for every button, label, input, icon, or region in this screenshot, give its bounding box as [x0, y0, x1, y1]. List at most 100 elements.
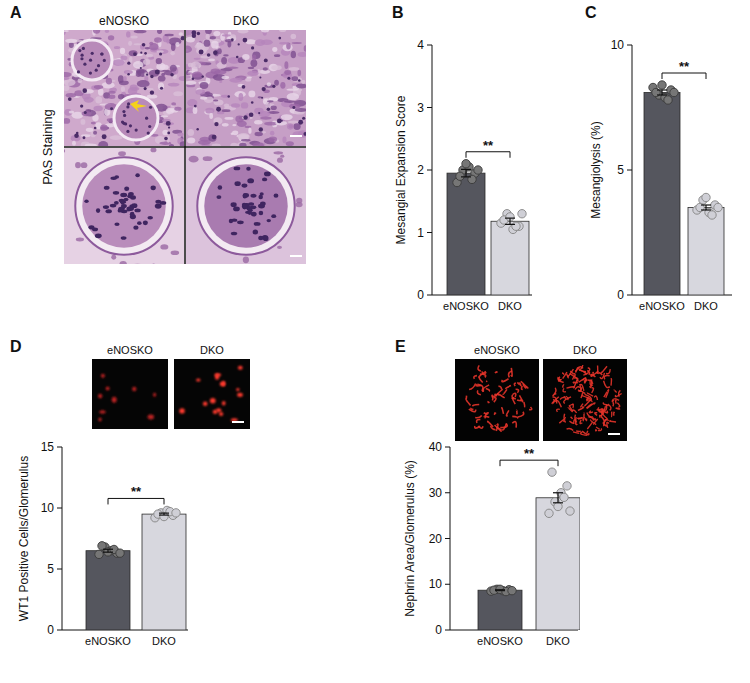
podocyte-signal: [574, 415, 576, 420]
podocyte-signal: [575, 387, 580, 390]
podocyte-signal: [505, 386, 511, 389]
cell: [69, 110, 74, 113]
cell: [171, 250, 180, 255]
nucleus: [114, 201, 119, 205]
nucleus: [89, 59, 92, 62]
cell: [280, 82, 285, 89]
nucleus: [97, 64, 100, 67]
cell: [271, 65, 282, 70]
podocyte-signal: [477, 420, 481, 423]
nucleus: [144, 87, 147, 90]
cell: [239, 143, 246, 146]
cell: [248, 128, 251, 134]
cell: [286, 141, 294, 146]
nucleus: [146, 74, 148, 76]
podocyte-signal: [587, 431, 588, 434]
nucleus: [121, 204, 127, 208]
cell: [105, 30, 109, 33]
nucleus: [281, 120, 283, 122]
cell: [243, 256, 249, 263]
data-point: [518, 210, 526, 218]
podocyte-signal: [603, 403, 608, 406]
podocyte-signal: [497, 427, 502, 430]
cell: [95, 96, 102, 103]
cell: [242, 54, 250, 60]
cell: [214, 50, 219, 57]
error-cap: [701, 209, 711, 210]
y-tick-label: 0: [617, 288, 624, 302]
cell: [114, 46, 120, 49]
cell: [231, 132, 234, 135]
podocyte-signal: [573, 432, 579, 433]
cell: [143, 59, 150, 65]
nucleus: [80, 57, 83, 60]
cell: [281, 114, 293, 120]
nucleus: [94, 127, 97, 130]
error-cap: [495, 590, 505, 591]
micrograph: [64, 148, 184, 264]
nucleus: [89, 72, 92, 75]
podocyte-signal: [596, 427, 599, 429]
cell: [196, 47, 207, 54]
cell: [187, 99, 197, 106]
nucleus: [251, 101, 254, 104]
cell: [264, 122, 277, 126]
cell: [175, 42, 179, 47]
nucleus: [96, 208, 100, 213]
nucleus: [238, 43, 240, 45]
nucleus: [150, 75, 153, 78]
cell: [219, 81, 222, 83]
cell: [66, 93, 76, 97]
scale-bar: [290, 255, 302, 257]
cell: [274, 80, 279, 86]
nucleus: [80, 104, 83, 107]
error-cap: [159, 514, 169, 515]
podocyte-signal: [477, 390, 480, 394]
nucleus: [145, 117, 148, 120]
nucleus: [272, 85, 275, 88]
podocyte-signal: [594, 396, 597, 400]
nucleus: [155, 70, 160, 75]
nucleus: [121, 121, 124, 124]
cell: [282, 136, 286, 143]
y-tick: [427, 170, 432, 171]
plot-area: [644, 81, 724, 295]
cell: [230, 34, 236, 40]
cell: [237, 121, 247, 127]
nucleus: [126, 105, 129, 108]
podocyte-signal: [496, 389, 503, 395]
significance-label: **: [483, 138, 494, 153]
cell: [147, 88, 154, 90]
data-point: [702, 193, 710, 201]
podocyte-signal: [579, 417, 583, 419]
nucleus: [250, 194, 256, 198]
podocyte-signal: [557, 409, 560, 412]
cell: [86, 128, 94, 132]
cell: [72, 140, 76, 145]
cell: [171, 102, 176, 105]
podocyte-signal: [580, 365, 583, 370]
podocyte-signal: [582, 419, 583, 422]
podocyte-signal: [583, 413, 585, 417]
podocyte-signal: [495, 371, 497, 374]
cell: [214, 70, 226, 75]
nucleus: [84, 200, 88, 204]
data-point: [512, 222, 520, 230]
nucleus: [199, 49, 204, 54]
micrograph: [455, 359, 539, 441]
data-point: [664, 96, 672, 104]
cell: [65, 39, 77, 43]
podocyte-signal: [519, 382, 520, 385]
y-axis-title: Mesangial Expansion Score: [394, 95, 408, 244]
nucleus: [150, 91, 154, 95]
nucleus: [127, 62, 130, 65]
y-tick: [57, 630, 62, 631]
plot-area: [447, 160, 529, 295]
cell: [220, 33, 225, 40]
nucleus: [124, 186, 129, 191]
nucleus: [127, 206, 134, 211]
nucleus: [259, 211, 264, 216]
nucleus: [251, 46, 254, 49]
cell: [223, 54, 229, 56]
y-axis-title: Mesangiolysis (%): [589, 121, 603, 218]
